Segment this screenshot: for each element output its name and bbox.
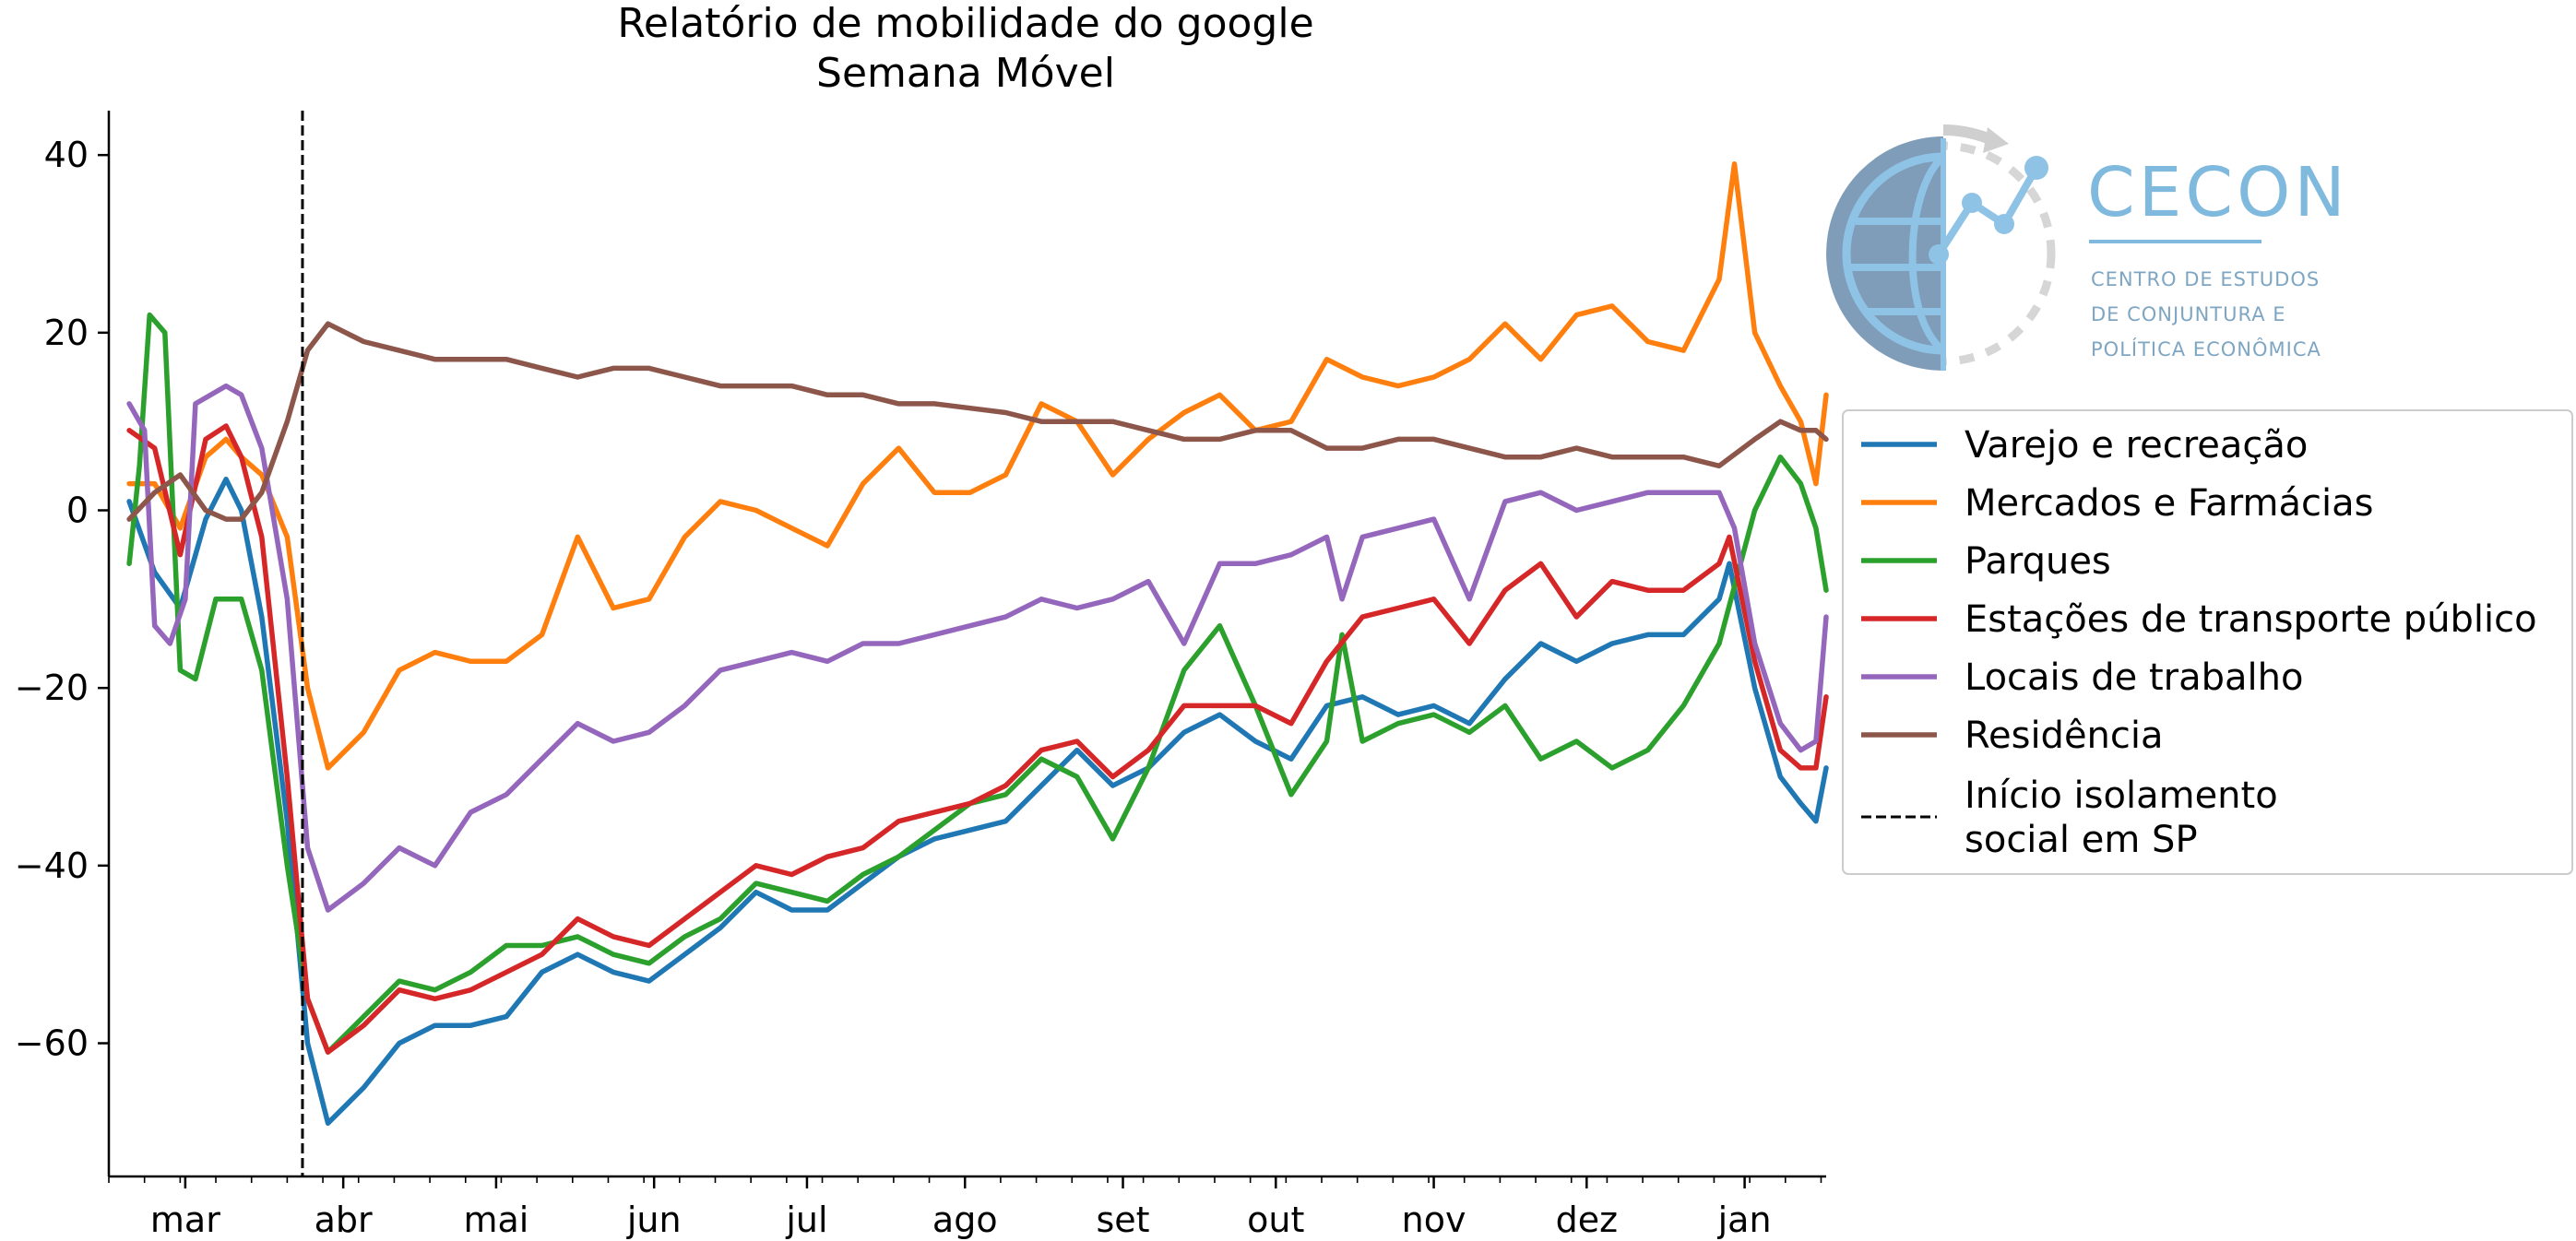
- x-tick-label: dez: [1556, 1200, 1618, 1240]
- logo-title: CECON: [2087, 153, 2349, 232]
- legend-label-2: Parques: [1965, 540, 2111, 583]
- y-tick-label: −60: [15, 1023, 89, 1064]
- x-tick-label: mai: [463, 1200, 528, 1240]
- series-line-5: [126, 321, 1829, 522]
- x-tick-label: abr: [315, 1200, 373, 1240]
- axes: −60 −40 −20 0 20 40 mar abr mai jun jul ago set out no…: [15, 111, 1826, 1240]
- chart-subtitle: Semana Móvel: [816, 50, 1115, 97]
- legend: Varejo e recreação Mercados e Farmácias Pa…: [1842, 409, 2573, 875]
- logo-subtitle-3: POLÍTICA ECONÔMICA: [2091, 337, 2321, 360]
- x-tick-label: jul: [785, 1200, 827, 1240]
- x-tick-label: jun: [626, 1200, 682, 1240]
- series-line-1: [126, 161, 1829, 771]
- legend-label-4: Locais de trabalho: [1965, 656, 2303, 699]
- legend-label-0: Varejo e recreação: [1965, 424, 2308, 467]
- series-line-0: [126, 477, 1829, 1126]
- legend-label-3: Estações de transporte público: [1965, 598, 2537, 641]
- x-tick-label: nov: [1402, 1200, 1466, 1240]
- legend-label-5: Residência: [1965, 715, 2164, 757]
- y-tick-label: −20: [15, 668, 89, 708]
- chart-title: Relatório de mobilidade do google: [617, 0, 1313, 47]
- x-tick-label: out: [1247, 1200, 1304, 1240]
- series-line-2: [126, 312, 1829, 1055]
- plot-area: [126, 111, 1829, 1176]
- legend-frame: [1842, 409, 2573, 875]
- x-tick-label: ago: [932, 1200, 998, 1240]
- series-line-3: [126, 423, 1829, 1055]
- x-tick-label: mar: [150, 1200, 220, 1240]
- legend-label-vline-cont: social em SP: [1965, 819, 2198, 861]
- logo-subtitle-2: DE CONJUNTURA E: [2091, 303, 2286, 325]
- y-tick-label: 20: [44, 313, 89, 353]
- y-tick-label: 40: [44, 135, 89, 175]
- y-tick-label: 0: [66, 490, 89, 531]
- series-line-4: [126, 383, 1829, 913]
- cecon-logo: CECON CENTRO DE ESTUDOS DE CONJUNTURA E …: [1826, 124, 2349, 371]
- x-tick-label: set: [1096, 1200, 1149, 1240]
- legend-label-1: Mercados e Farmácias: [1965, 482, 2373, 525]
- logo-subtitle-1: CENTRO DE ESTUDOS: [2091, 268, 2320, 290]
- x-tick-label: jan: [1717, 1200, 1772, 1240]
- y-tick-label: −40: [15, 845, 89, 886]
- legend-label-vline: Início isolamento: [1965, 774, 2278, 817]
